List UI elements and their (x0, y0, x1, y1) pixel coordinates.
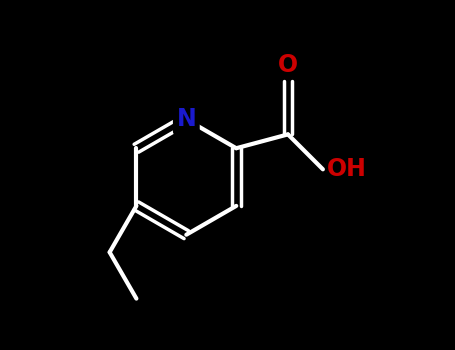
Text: N: N (177, 107, 196, 131)
Text: O: O (278, 53, 298, 77)
Text: OH: OH (327, 157, 367, 181)
